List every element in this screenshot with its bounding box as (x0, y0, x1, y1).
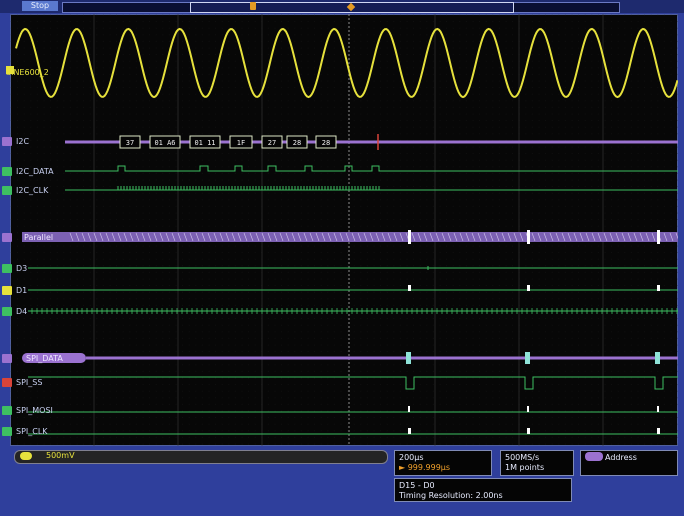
i2c-packet-label: 01 11 (194, 139, 215, 147)
i2c-packet (119, 135, 141, 149)
ch1-sine-waveform (15, 27, 678, 99)
i2c-bus-label: I2C (16, 137, 30, 146)
trigger-position-value: ► 999.999µs (399, 463, 451, 472)
spi-mosi-label: SPI_MOSI (16, 406, 53, 415)
i2c-data-trace (65, 165, 678, 172)
spi-packets (406, 352, 660, 364)
i2c-packet (189, 135, 221, 149)
parallel-highlights (408, 230, 660, 244)
i2c-packet (261, 135, 283, 149)
timing-resolution-value: Timing Resolution: 2.00ns (399, 491, 503, 500)
trigger-type-value: Address (605, 453, 637, 462)
record-length-value: 1M points (505, 463, 545, 472)
i2c-packet (229, 135, 253, 149)
bus3-marker-icon[interactable] (2, 354, 12, 363)
acquisition-readout[interactable]: 500MS/s 1M points (500, 450, 574, 476)
i2c-data-label: I2C_DATA (16, 167, 54, 176)
trigger-marker-icon (250, 2, 256, 10)
ch1-marker-icon[interactable] (6, 66, 14, 74)
horizontal-readout[interactable]: 200µs ► 999.999µs (394, 450, 492, 476)
d3-marker-icon[interactable] (2, 264, 12, 273)
d4-marker-icon[interactable] (2, 307, 12, 316)
ch1-label[interactable]: SINE600_2 (6, 68, 49, 77)
d1-label: D1 (16, 286, 28, 295)
spi-ss-marker-icon[interactable] (2, 378, 12, 387)
sample-rate-value: 500MS/s (505, 453, 540, 462)
i2c-packet-group: 37 01 A6 01 11 1F 27 28 28 (119, 135, 337, 149)
spi-bus-label: SPI_DATA (26, 354, 63, 363)
i2c-packet-label: 37 (126, 139, 134, 147)
spi-clk-marker-icon[interactable] (2, 427, 12, 436)
timebase-value: 200µs (399, 453, 424, 462)
parallel-bus-ticks (69, 232, 678, 242)
i2c-clk-marker-icon[interactable] (2, 186, 12, 195)
d1-pulses (408, 285, 660, 291)
i2c-packet-label: 28 (322, 139, 330, 147)
spi-clk-pulses (408, 428, 660, 434)
top-status-bar: Stop (0, 0, 684, 13)
i2c-packet-label: 27 (268, 139, 276, 147)
bus1-marker-icon[interactable] (2, 137, 12, 146)
d4-label: D4 (16, 307, 28, 316)
spi-ss-trace (28, 376, 678, 390)
ch1-badge-icon (20, 452, 32, 460)
parallel-bus-band (22, 232, 678, 242)
digital-readout[interactable]: D15 - D0 Timing Resolution: 2.00ns (394, 478, 572, 502)
i2c-data-marker-icon[interactable] (2, 167, 12, 176)
spi-mosi-pulses (408, 406, 659, 412)
bus-trigger-icon (585, 452, 603, 461)
ch1-scale-text: 500mV (46, 451, 75, 460)
i2c-packet-label: 1F (237, 139, 245, 147)
spi-clk-label: SPI_CLK (16, 427, 48, 436)
i2c-clk-label: I2C_CLK (16, 186, 49, 195)
i2c-packet (315, 135, 337, 149)
i2c-packet-label: 01 A6 (154, 139, 175, 147)
parallel-bus-label: Parallel (24, 233, 54, 242)
i2c-packet (286, 135, 308, 149)
spi-ss-label: SPI_SS (16, 378, 43, 387)
spi-bus-start (22, 353, 86, 363)
d1-marker-icon[interactable] (2, 286, 12, 295)
acquisition-state-badge[interactable]: Stop (22, 1, 58, 11)
waveform-area: 37 01 A6 01 11 1F 27 28 28 (10, 14, 678, 446)
digital-channels-value: D15 - D0 (399, 481, 435, 490)
i2c-packet (149, 135, 181, 149)
spi-mosi-marker-icon[interactable] (2, 406, 12, 415)
d4-ticks (31, 308, 678, 314)
ch1-scale-readout[interactable] (14, 450, 388, 464)
d3-label: D3 (16, 264, 28, 273)
i2c-packet-label: 28 (293, 139, 301, 147)
bus2-marker-icon[interactable] (2, 233, 12, 242)
i2c-clk-pulses (117, 186, 380, 190)
